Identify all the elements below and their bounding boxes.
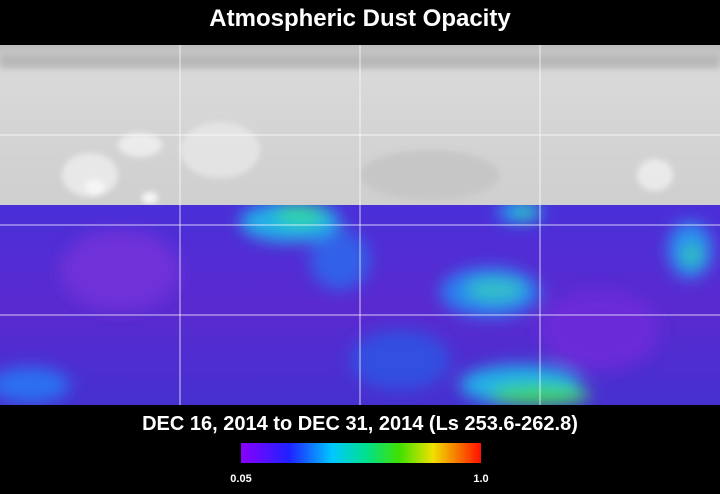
date-range: DEC 16, 2014 to DEC 31, 2014 (Ls 253.6-2… [142, 413, 578, 435]
graticule [0, 45, 720, 405]
colorbar-min-label: 0.05 [230, 473, 251, 485]
colorbar-max-label: 1.0 [473, 473, 488, 485]
colorbar [241, 443, 481, 463]
map-title: Atmospheric Dust Opacity [209, 5, 511, 32]
